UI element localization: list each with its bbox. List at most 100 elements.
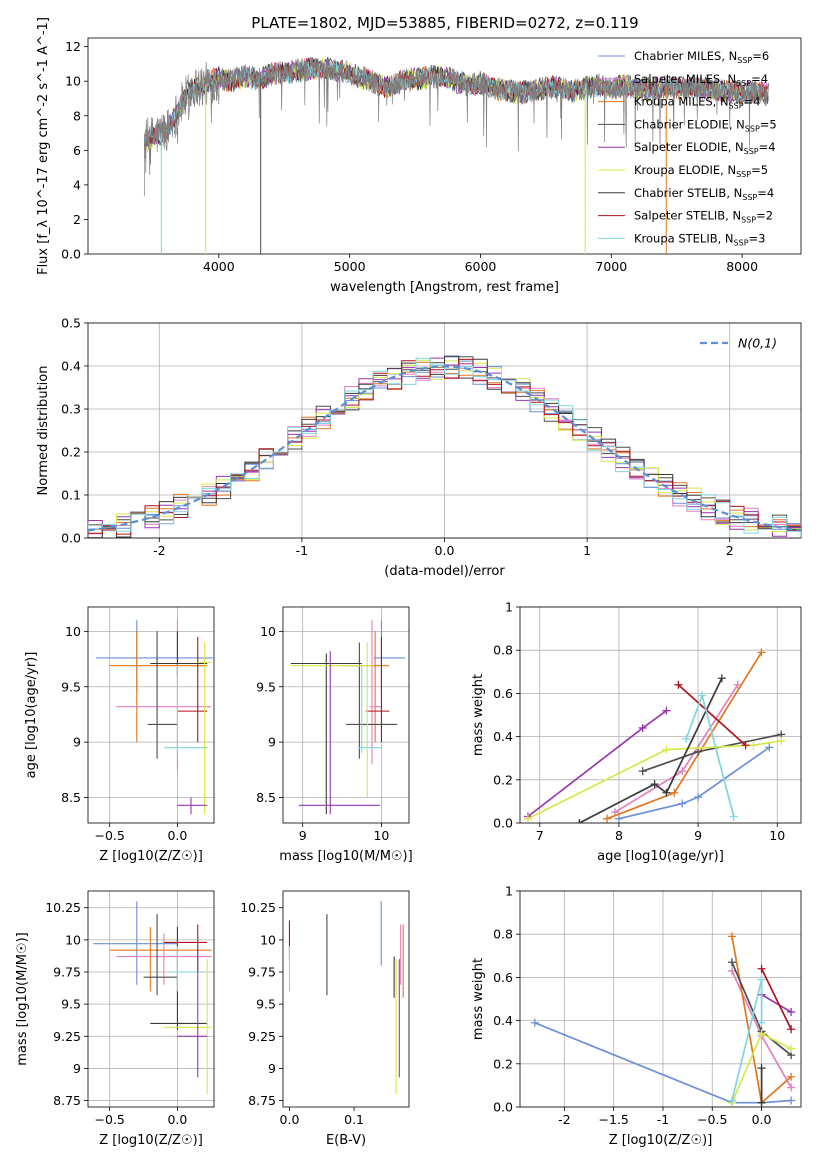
x-axis-label: (data-model)/error — [384, 564, 505, 579]
y-tick-label: 10.25 — [240, 900, 276, 915]
mass-weight-marker — [662, 706, 671, 715]
mass-weight-marker — [749, 741, 758, 750]
legend-label-subscript: SSP — [745, 124, 760, 133]
mass-weight-marker — [638, 723, 647, 732]
legend-label-subscript: SSP — [734, 238, 749, 247]
y-tick-label: 0.8 — [493, 927, 513, 942]
axes-frame — [87, 890, 215, 1108]
y-tick-label: 9.5 — [256, 997, 276, 1012]
legend-label-count: =4 — [744, 95, 761, 109]
legend-label-count: =2 — [756, 209, 773, 223]
x-tick-label: 7000 — [595, 259, 627, 274]
mass-weight-line — [579, 677, 723, 823]
legend-label: Salpeter ELODIE, NSSP=4 — [634, 140, 776, 156]
mass-weight-marker — [530, 1018, 539, 1027]
mass-weight-line — [761, 993, 792, 1013]
legend-label-count: =4 — [759, 140, 776, 154]
mass-weight-line — [677, 684, 747, 746]
legend-label-name: Chabrier ELODIE, N — [634, 117, 745, 131]
legend-label-subscript: SSP — [744, 147, 759, 156]
mass-weight-marker — [523, 814, 532, 823]
y-tick-label: 10 — [260, 624, 276, 639]
mass-weight-marker — [757, 964, 766, 973]
spectrum-panel: 4000 5000 6000 7000 8000 0.0 2 4 6 8 10 12 wavelengt… — [36, 17, 802, 295]
mass-weight-marker — [694, 793, 703, 802]
y-tick-label: 0.6 — [493, 686, 513, 701]
y-tick-label: 12 — [65, 39, 81, 54]
mass-weight-marker — [757, 1029, 766, 1038]
mass-weight-marker — [765, 743, 774, 752]
y-tick-label: 0.5 — [61, 316, 81, 331]
x-tick-label: −0.5 — [94, 1112, 124, 1127]
axes-frame — [282, 606, 410, 824]
legend-label-name: Salpeter STELIB, N — [634, 209, 741, 223]
y-axis-label: mass weight — [471, 674, 486, 756]
observed-spectrum-line — [143, 57, 769, 197]
legend-label-name: Salpeter ELODIE, N — [634, 140, 744, 154]
y-tick-label: 0.2 — [493, 1056, 513, 1071]
y-axis-label: Flux [f_λ 10^-17 erg cm^-2 s^-1 A^-1] — [36, 17, 51, 275]
mass-weight-marker — [670, 788, 679, 797]
x-tick-label: 9 — [299, 828, 307, 843]
mass-weight-marker — [757, 1064, 766, 1073]
mass-weight-marker — [638, 767, 647, 776]
y-tick-label: 9.5 — [61, 997, 81, 1012]
mass-weight-marker — [787, 1096, 796, 1105]
errorbars — [93, 901, 212, 1095]
mass-weight-marker — [757, 1018, 766, 1027]
y-tick-label: 0.4 — [493, 729, 513, 744]
x-tick-label: -2 — [558, 1112, 570, 1127]
errorbars — [290, 620, 406, 815]
y-tick-label: 10 — [260, 932, 276, 947]
mass-weight-marker — [698, 691, 707, 700]
x-tick-label: 5000 — [334, 259, 366, 274]
x-tick-label: -2 — [153, 543, 165, 558]
mass-weight-line — [527, 740, 782, 820]
y-tick-label: 8 — [73, 108, 81, 123]
mass-weight-marker — [682, 734, 691, 743]
y-tick-label: 0.0 — [61, 531, 81, 546]
y-axis-label: mass weight — [471, 958, 486, 1040]
x-tick-label: 10 — [373, 828, 389, 843]
errorbars — [288, 901, 404, 1095]
y-tick-label: 4 — [73, 177, 81, 192]
mass-weight-marker — [603, 814, 612, 823]
y-tick-label: 9 — [268, 735, 276, 750]
y-tick-label: 0.0 — [493, 1100, 513, 1115]
legend-label-subscript: SSP — [736, 170, 751, 179]
mass-weight-vs-age-panel: 7 8 9 10 0.0 0.2 0.4 0.6 0.8 1 age [log10(age/yr)]… — [471, 600, 802, 864]
mass-weight-marker — [727, 1096, 736, 1105]
y-axis-label: Normed distribution — [36, 366, 51, 496]
mass-weight-marker — [787, 1083, 796, 1092]
x-tick-label: −1.5 — [598, 1112, 628, 1127]
mass-weight-line — [527, 710, 667, 818]
y-tick-label: 9.75 — [248, 965, 276, 980]
errorbars — [96, 620, 214, 815]
y-tick-label: 8.75 — [248, 1093, 276, 1108]
x-tick-label: 8000 — [726, 259, 758, 274]
legend-label-name: Salpeter MILES, N — [634, 72, 736, 86]
mass-weight-lines — [530, 932, 796, 1107]
legend-label: Chabrier STELIB, NSSP=4 — [634, 186, 774, 202]
spectrum-title: PLATE=1802, MJD=53885, FIBERID=0272, z=0… — [251, 14, 638, 32]
x-axis-label: Z [log10(Z/Z☉)] — [99, 849, 203, 864]
mass-weight-marker — [727, 932, 736, 941]
y-tick-label: 0.4 — [61, 359, 81, 374]
legend-label-name: Kroupa MILES, N — [634, 95, 729, 109]
y-tick-label: 10.25 — [45, 900, 81, 915]
residual-histogram — [88, 357, 801, 537]
y-tick-label: 2 — [73, 212, 81, 227]
mass-weight-line — [618, 746, 770, 820]
x-tick-label: 8 — [615, 828, 623, 843]
y-tick-label: 9.25 — [248, 1029, 276, 1044]
mass-weight-marker — [757, 1098, 766, 1107]
legend-label: N(0,1) — [738, 336, 777, 351]
x-tick-label: 2 — [726, 543, 734, 558]
x-tick-label: 9 — [694, 828, 702, 843]
legend-label-count: =4 — [757, 186, 774, 200]
y-axis-label: age [log10(age/yr)] — [24, 652, 39, 779]
residual-histogram-panel: -2 -1 0.0 1 2 0.0 0.1 0.2 0.3 0.4 0.5 (data-model)/… — [36, 316, 802, 579]
axes-frame — [519, 606, 802, 824]
x-tick-label: 0.0 — [167, 1112, 187, 1127]
